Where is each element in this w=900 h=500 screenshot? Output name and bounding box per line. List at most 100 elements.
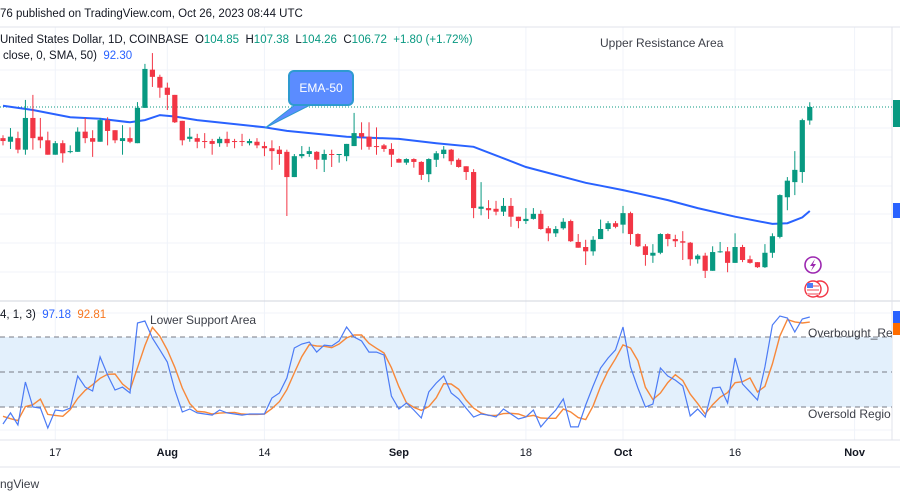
candle xyxy=(426,158,432,183)
oversold-label: Oversold Regio xyxy=(808,408,891,421)
candle xyxy=(112,130,118,144)
time-axis-label: Nov xyxy=(844,447,865,459)
candle xyxy=(485,200,492,219)
candle-body xyxy=(418,161,424,175)
candle xyxy=(702,252,708,279)
candle-body xyxy=(583,247,589,252)
candle-body xyxy=(687,242,693,260)
candle xyxy=(246,138,253,146)
candle xyxy=(22,99,29,155)
candle xyxy=(142,63,148,108)
candle xyxy=(508,197,514,227)
candle xyxy=(590,236,596,256)
us-flag-icon[interactable] xyxy=(804,280,829,298)
candle xyxy=(37,117,43,149)
candle-body xyxy=(75,131,81,152)
candle-body xyxy=(157,76,163,88)
candle xyxy=(97,117,103,142)
candle xyxy=(784,177,790,211)
candle xyxy=(575,234,581,248)
candle-body xyxy=(508,205,514,217)
candle-body xyxy=(142,68,148,108)
candle xyxy=(792,151,798,196)
candle-body xyxy=(530,213,536,219)
low-label: L xyxy=(295,34,302,46)
candle xyxy=(0,135,6,146)
lightning-event-icon[interactable] xyxy=(804,256,822,274)
candles xyxy=(0,53,813,279)
candle-body xyxy=(344,143,350,157)
candle xyxy=(373,127,380,155)
candle-body xyxy=(485,208,492,211)
candle-body xyxy=(515,216,522,222)
candle xyxy=(104,117,111,146)
candle xyxy=(299,146,305,159)
candle xyxy=(665,233,671,247)
candle xyxy=(710,246,716,271)
candle xyxy=(306,146,312,157)
candle-body xyxy=(568,221,574,242)
candle-body xyxy=(306,151,312,155)
open-value: 104.85 xyxy=(203,34,240,46)
candle-body xyxy=(500,205,507,212)
candle-body xyxy=(224,138,230,144)
open-label: O xyxy=(194,34,204,46)
candle xyxy=(30,94,36,150)
candle xyxy=(321,149,327,173)
candle xyxy=(695,254,701,264)
candle-body xyxy=(90,138,96,142)
candle-body xyxy=(291,156,297,178)
candle xyxy=(418,161,424,180)
candle-body xyxy=(284,151,290,178)
candle-body xyxy=(739,247,746,260)
change-value: +1.80 (+1.72%) xyxy=(393,34,473,46)
overbought-label: Overbought_Re xyxy=(808,327,892,340)
candle-body xyxy=(650,252,656,256)
candle-body xyxy=(702,255,708,271)
candle xyxy=(799,118,805,183)
candle-body xyxy=(82,131,88,139)
candle-body xyxy=(15,138,21,150)
candle xyxy=(612,221,619,229)
candle xyxy=(358,122,365,150)
candle-body xyxy=(523,218,529,222)
candle xyxy=(724,247,731,273)
candle xyxy=(231,138,238,149)
candle xyxy=(179,120,185,146)
candle xyxy=(777,194,783,239)
time-axis-label: 18 xyxy=(519,447,533,459)
stoch-badge-k xyxy=(893,311,900,323)
candle xyxy=(134,102,141,144)
stoch-k-value: 97.18 xyxy=(42,309,71,321)
time-axis-label: 16 xyxy=(728,447,742,459)
candle-body xyxy=(695,255,701,260)
candle-body xyxy=(381,145,387,149)
tradingview-watermark: ngView xyxy=(0,477,40,491)
candle xyxy=(284,149,290,217)
candle xyxy=(224,131,230,147)
candle xyxy=(530,208,536,220)
candle xyxy=(538,210,544,230)
candle-body xyxy=(104,120,111,131)
candle xyxy=(119,125,126,155)
candle xyxy=(209,138,215,155)
candle-body xyxy=(403,159,409,163)
candle-body xyxy=(97,120,103,142)
stoch-d-value: 92.81 xyxy=(77,309,107,321)
symbol-name: United States Dollar, 1D, COINBASE xyxy=(0,34,189,46)
lower-support-label: Lower Support Area xyxy=(150,313,257,327)
candle xyxy=(568,219,574,242)
candle-body xyxy=(179,120,185,141)
candle-body xyxy=(351,133,357,147)
candle xyxy=(627,211,634,245)
candle-body xyxy=(538,213,544,229)
candle-body xyxy=(329,154,335,156)
candle-body xyxy=(612,223,619,227)
candle xyxy=(754,262,761,268)
candle xyxy=(314,151,320,170)
candle xyxy=(52,141,58,155)
candle xyxy=(620,205,626,234)
candle-body xyxy=(575,241,581,248)
candle-body xyxy=(67,151,73,153)
